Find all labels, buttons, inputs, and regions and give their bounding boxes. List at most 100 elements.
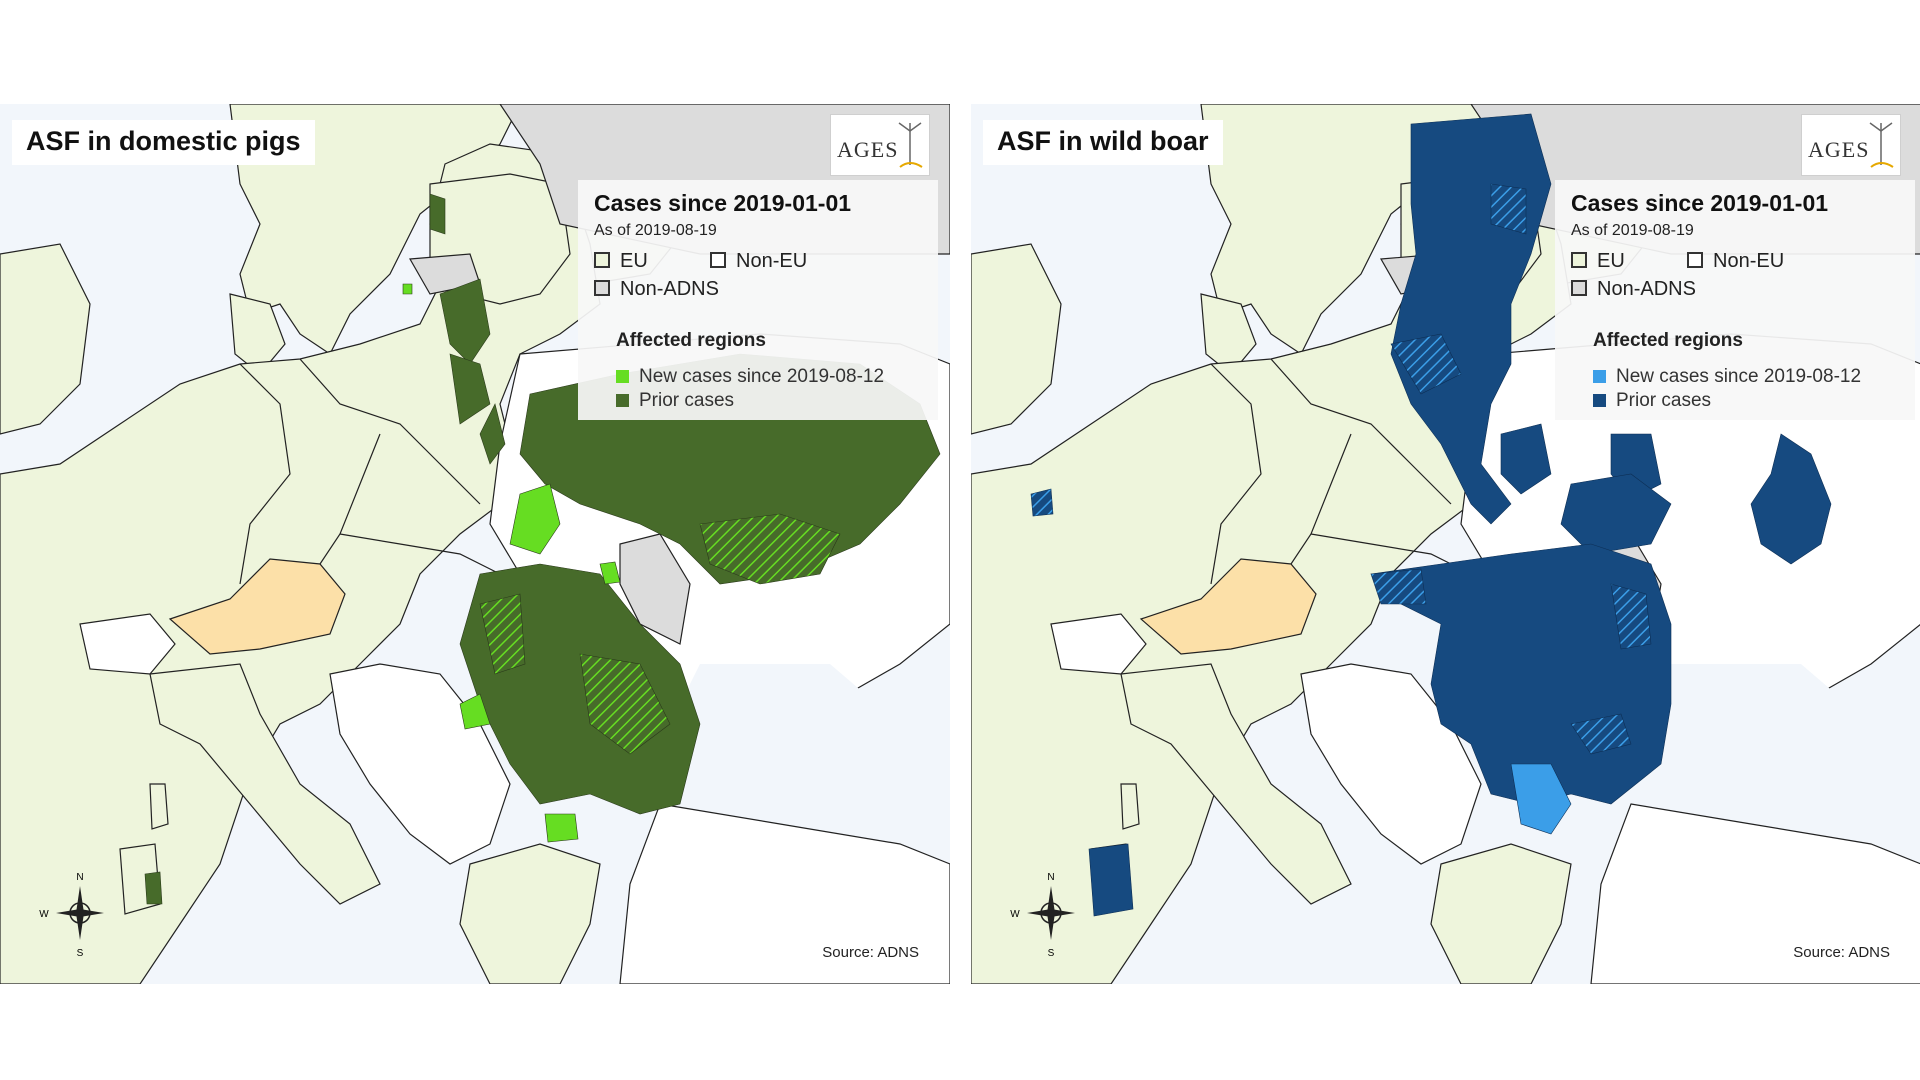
source-label: Source: ADNS (1790, 943, 1893, 962)
new-cases-region (459, 693, 491, 730)
legend: Cases since 2019-01-01 As of 2019-08-19 … (1555, 180, 1915, 420)
non-adns-swatch (594, 280, 610, 296)
map-panel-domestic-pigs: ASF in domestic pigs AGES Cases since 20… (0, 104, 950, 984)
italy (149, 663, 381, 905)
legend-non-adns-label: Non-ADNS (1597, 278, 1696, 300)
affected-regions-boar (1030, 113, 1832, 917)
prior-cases-hatched (579, 653, 671, 755)
compass-s: S (1048, 948, 1055, 958)
prior-cases-hatched (1030, 488, 1054, 517)
map-title: ASF in wild boar (983, 120, 1223, 165)
new-cases-region (509, 483, 561, 555)
prior-cases-hatched (1570, 713, 1632, 755)
compass-rose-icon: N S W (39, 872, 104, 958)
legend-eu: EU (1571, 250, 1625, 273)
prior-cases-region (144, 871, 163, 905)
legend-eu: EU (594, 250, 648, 273)
prior-cases-region (1088, 843, 1134, 917)
prior-cases-region (439, 278, 491, 365)
compass-w: W (39, 909, 49, 920)
new-cases-swatch (1593, 370, 1606, 383)
logo-text: AGES (837, 137, 899, 162)
new-cases-region (599, 561, 621, 585)
inner-borders (239, 358, 501, 585)
affected-regions-title: Affected regions (616, 330, 766, 351)
legend: Cases since 2019-01-01 As of 2019-08-19 … (578, 180, 938, 420)
map-domestic-pigs (0, 104, 950, 984)
inner-borders (1210, 358, 1472, 585)
eu-swatch (594, 252, 610, 268)
prior-cases-region (429, 193, 446, 235)
black-sea (1631, 664, 1920, 854)
legend-new-cases: New cases since 2019-08-12 (616, 366, 884, 388)
new-cases-region (544, 813, 579, 843)
compass-n: N (76, 872, 83, 883)
legend-new-cases-label: New cases since 2019-08-12 (1616, 366, 1862, 387)
legend-non-eu-label: Non-EU (1713, 250, 1785, 272)
corsica (149, 783, 169, 830)
legend-eu-label: EU (1597, 250, 1625, 272)
prior-cases-swatch (616, 394, 629, 407)
prior-cases-region (1500, 423, 1552, 495)
ages-logo: AGES (830, 114, 930, 176)
prior-cases-swatch (1593, 394, 1606, 407)
uk (0, 243, 91, 435)
map-panel-wild-boar: ASF in wild boar AGES Cases since 2019-0… (971, 104, 1920, 984)
legend-non-eu: Non-EU (1687, 250, 1784, 273)
legend-prior-cases-label: Prior cases (1616, 390, 1712, 411)
prior-cases-hatched (699, 513, 841, 585)
logo-text: AGES (1808, 137, 1870, 162)
prior-cases-hatched (1390, 333, 1462, 395)
turkey (619, 803, 950, 984)
corsica (1120, 783, 1140, 830)
prior-cases-region (479, 403, 506, 465)
legend-new-cases-label: New cases since 2019-08-12 (639, 366, 885, 387)
compass-w: W (1010, 909, 1020, 920)
compass-s: S (77, 948, 84, 958)
map-title: ASF in domestic pigs (12, 120, 315, 165)
source-label: Source: ADNS (819, 943, 922, 962)
switzerland (1050, 613, 1147, 675)
balkans (1300, 663, 1482, 865)
compass-n: N (1047, 872, 1054, 883)
legend-date: As of 2019-08-19 (1571, 222, 1694, 239)
denmark (1200, 293, 1257, 375)
prior-cases-hatched (479, 593, 526, 675)
legend-title: Cases since 2019-01-01 (1571, 190, 1829, 216)
legend-non-adns-label: Non-ADNS (620, 278, 719, 300)
prior-cases-region (1750, 433, 1832, 565)
non-eu-swatch (710, 252, 726, 268)
legend-date: As of 2019-08-19 (594, 222, 717, 239)
prior-cases-hatched (1370, 568, 1427, 605)
new-cases-swatch (616, 370, 629, 383)
black-sea (660, 664, 950, 854)
new-cases-region (402, 283, 413, 295)
prior-cases-region (1560, 473, 1672, 555)
non-adns-swatch (1571, 280, 1587, 296)
legend-eu-label: EU (620, 250, 648, 272)
legend-non-eu-label: Non-EU (736, 250, 808, 272)
austria (168, 558, 346, 655)
legend-new-cases: New cases since 2019-08-12 (1593, 366, 1861, 388)
eu-swatch (1571, 252, 1587, 268)
prior-cases-hatched (1610, 583, 1652, 650)
new-cases-region (1510, 763, 1572, 835)
compass-rose-icon: N S W (1010, 872, 1075, 958)
legend-title: Cases since 2019-01-01 (594, 190, 852, 216)
italy (1120, 663, 1352, 905)
ages-logo: AGES (1801, 114, 1901, 176)
legend-prior-cases: Prior cases (1593, 390, 1711, 412)
prior-cases-hatched (1490, 183, 1527, 235)
non-eu-swatch (1687, 252, 1703, 268)
prior-cases-region (449, 353, 491, 425)
greece (459, 843, 601, 984)
affected-regions-title: Affected regions (1593, 330, 1743, 351)
legend-non-eu: Non-EU (710, 250, 807, 273)
switzerland (79, 613, 176, 675)
legend-prior-cases: Prior cases (616, 390, 734, 412)
logo-figure-icon (1869, 122, 1894, 168)
logo-figure-icon (898, 122, 923, 168)
austria (1139, 558, 1317, 655)
denmark (229, 293, 286, 375)
uk (971, 243, 1062, 435)
